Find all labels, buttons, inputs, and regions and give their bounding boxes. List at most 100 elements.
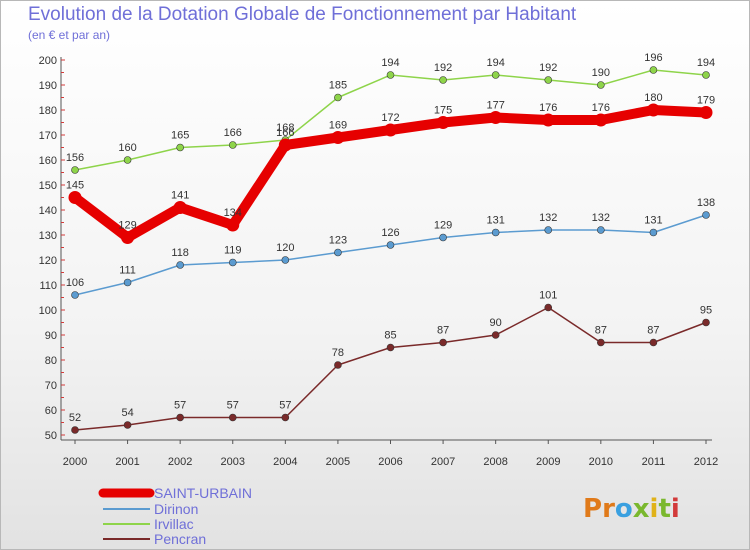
y-tick-label: 170	[39, 130, 57, 142]
data-point-irvillac	[334, 93, 342, 102]
data-label-saint-urbain: 169	[329, 120, 347, 132]
data-label-saint-urbain: 180	[644, 92, 662, 104]
data-label-pencran: 95	[700, 305, 712, 317]
data-label-dirinon: 118	[171, 247, 189, 259]
data-label-dirinon: 138	[697, 197, 715, 209]
x-tick-label: 2008	[483, 456, 507, 468]
data-point-dirinon	[228, 258, 237, 267]
chart-title: Evolution de la Dotation Globale de Fonc…	[28, 4, 577, 25]
data-point-irvillac	[71, 166, 79, 174]
data-point-dirinon	[334, 248, 342, 257]
data-label-pencran: 57	[174, 400, 186, 412]
data-label-dirinon: 129	[434, 220, 452, 232]
data-label-irvillac: 168	[276, 122, 294, 134]
y-tick-label: 110	[39, 280, 57, 292]
x-tick-label: 2003	[221, 456, 245, 468]
data-point-pencran	[176, 413, 184, 422]
data-label-irvillac: 192	[434, 62, 452, 74]
series-line-pencran	[74, 306, 707, 431]
x-tick-label: 2000	[63, 456, 87, 468]
data-label-saint-urbain: 141	[171, 190, 189, 202]
data-point-irvillac	[123, 156, 132, 164]
data-label-dirinon: 131	[486, 215, 504, 227]
data-label-pencran: 87	[647, 325, 659, 337]
data-label-saint-urbain: 177	[486, 100, 504, 112]
legend-label-saint-urbain: SAINT-URBAIN	[154, 485, 252, 501]
y-tick-label: 130	[39, 230, 57, 242]
y-tick-label: 50	[45, 430, 57, 442]
data-point-saint-urbain	[68, 191, 82, 204]
y-tick-label: 60	[45, 405, 57, 417]
y-tick-label: 120	[39, 255, 57, 267]
data-point-dirinon	[491, 228, 500, 237]
data-point-saint-urbain	[594, 113, 608, 127]
data-point-irvillac	[649, 66, 658, 74]
data-point-irvillac	[439, 76, 447, 84]
data-point-irvillac	[228, 141, 237, 149]
x-tick-label: 2012	[694, 456, 718, 468]
legend-label-pencran: Pencran	[154, 531, 206, 547]
data-label-dirinon: 111	[119, 265, 136, 277]
data-label-pencran: 52	[69, 412, 81, 424]
data-label-saint-urbain: 176	[539, 102, 557, 114]
data-point-saint-urbain	[278, 138, 292, 152]
y-tick-label: 100	[39, 305, 57, 317]
legend-label-dirinon: Dirinon	[154, 501, 198, 517]
data-label-saint-urbain: 175	[434, 105, 452, 117]
data-label-irvillac: 156	[66, 152, 84, 164]
data-point-dirinon	[386, 241, 395, 249]
data-label-pencran: 85	[384, 330, 396, 342]
data-label-saint-urbain: 145	[66, 180, 84, 192]
x-tick-label: 2006	[378, 456, 402, 468]
data-label-dirinon: 106	[66, 277, 84, 289]
data-point-pencran	[544, 303, 553, 312]
x-tick-label: 2007	[431, 456, 455, 468]
x-tick-label: 2010	[589, 456, 613, 468]
data-label-irvillac: 194	[697, 57, 715, 69]
data-point-irvillac	[386, 71, 395, 79]
y-tick-label: 70	[45, 380, 57, 392]
data-point-saint-urbain	[699, 106, 713, 119]
data-label-irvillac: 194	[486, 57, 504, 69]
data-label-pencran: 87	[595, 325, 607, 337]
data-label-irvillac: 194	[381, 57, 399, 69]
data-label-irvillac: 185	[329, 80, 347, 92]
data-point-pencran	[491, 331, 500, 339]
y-tick-label: 80	[45, 355, 57, 367]
data-label-saint-urbain: 166	[276, 127, 294, 139]
data-label-pencran: 57	[227, 400, 239, 412]
data-point-dirinon	[544, 226, 553, 234]
data-point-pencran	[71, 426, 79, 434]
x-tick-label: 2009	[536, 456, 560, 468]
data-point-dirinon	[702, 211, 710, 219]
y-tick-label: 90	[45, 330, 57, 342]
data-point-dirinon	[439, 233, 447, 242]
data-label-pencran: 101	[539, 290, 557, 302]
data-label-pencran: 78	[332, 347, 344, 359]
data-point-irvillac	[491, 71, 500, 79]
data-label-dirinon: 132	[539, 212, 557, 224]
x-tick-label: 2001	[115, 456, 139, 468]
data-point-pencran	[281, 413, 290, 422]
data-label-pencran: 90	[490, 317, 502, 329]
data-point-saint-urbain	[173, 201, 187, 214]
legend-label-irvillac: Irvillac	[154, 516, 194, 532]
data-point-pencran	[228, 413, 237, 422]
data-point-saint-urbain	[384, 123, 397, 137]
y-tick-label: 200	[39, 55, 57, 67]
data-point-saint-urbain	[121, 231, 135, 244]
data-point-irvillac	[544, 76, 553, 84]
data-point-dirinon	[649, 228, 658, 237]
x-tick-label: 2004	[273, 456, 297, 468]
data-point-dirinon	[123, 278, 132, 287]
data-point-dirinon	[71, 291, 79, 299]
data-label-saint-urbain: 134	[224, 207, 242, 219]
x-tick-label: 2011	[642, 456, 666, 468]
data-point-pencran	[386, 343, 395, 352]
data-point-saint-urbain	[489, 111, 503, 124]
data-label-dirinon: 119	[224, 245, 242, 257]
data-point-pencran	[649, 338, 658, 347]
data-label-irvillac: 160	[118, 142, 136, 154]
